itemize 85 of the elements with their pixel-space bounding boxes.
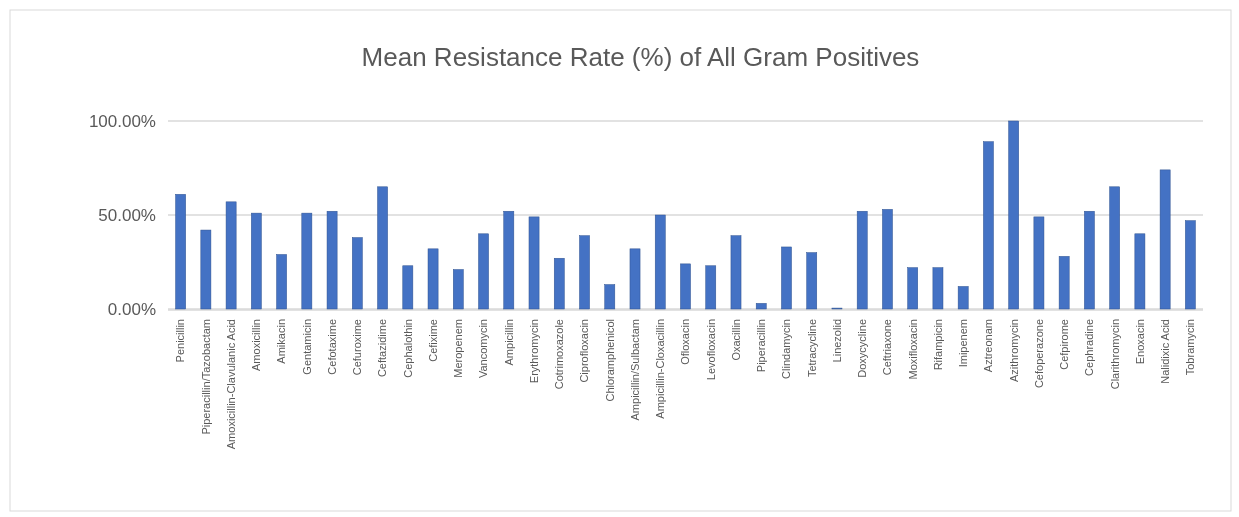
x-tick-label: Penicillin	[174, 319, 187, 363]
bar	[225, 201, 237, 310]
x-tick-label: Cefpirome	[1058, 319, 1071, 370]
x-tick-label: Tetracycline	[805, 319, 818, 378]
x-tick-label: Amoxicillin	[250, 319, 263, 371]
bar	[503, 210, 515, 310]
chart-title: Mean Resistance Rate (%) of All Gram Positives	[361, 42, 920, 72]
x-tick-label: Clarithromycin	[1108, 319, 1121, 390]
bar	[907, 267, 918, 310]
x-tick-label: Ceftriaxone	[881, 319, 894, 376]
x-tick-label: Amoxicillin-Clavulanic Acid	[224, 319, 237, 450]
bar	[402, 265, 414, 310]
bar	[957, 286, 969, 310]
bar	[882, 209, 893, 310]
bar	[478, 233, 489, 310]
x-tick-label: Gentamicin	[300, 319, 313, 375]
x-tick-label: Amikacin	[275, 319, 288, 364]
x-tick-label: Cefoperazone	[1032, 319, 1045, 389]
x-tick-label: Cefuroxime	[351, 319, 364, 376]
bar	[579, 235, 590, 310]
bar	[1033, 216, 1045, 310]
bar	[1084, 210, 1095, 310]
x-tick-label: Ofloxacin	[679, 319, 692, 365]
x-tick-label: Moxifloxacin	[906, 319, 919, 380]
x-tick-label: Aztreonam	[982, 319, 995, 373]
bar	[680, 263, 691, 310]
bar	[781, 246, 792, 310]
x-tick-label: Levofloxacin	[704, 319, 717, 381]
bar	[251, 212, 262, 310]
bar	[856, 210, 868, 310]
x-tick-label: Ampicillin/Sulbactam	[628, 319, 641, 421]
x-tick-label: Cephradine	[1083, 319, 1096, 376]
bar	[806, 252, 818, 310]
bar	[705, 265, 717, 310]
bar	[453, 269, 464, 310]
x-tick-label: Cephalothin	[401, 319, 414, 378]
x-tick-label: Cefotaxime	[325, 319, 338, 375]
x-tick-label: Ceftazidime	[376, 319, 389, 378]
bar	[932, 267, 944, 310]
x-tick-label: Doxycycline	[856, 319, 869, 378]
x-tick-label: Cotrimoxazole	[553, 319, 566, 390]
x-tick-label: Ampicillin	[502, 319, 515, 366]
bar	[604, 284, 616, 310]
bar	[730, 235, 742, 310]
bar	[528, 216, 540, 310]
bar	[200, 229, 212, 310]
x-tick-label: Azithromycin	[1007, 319, 1020, 382]
x-tick-label: Erythromycin	[527, 319, 540, 384]
bar	[1134, 233, 1146, 310]
bar	[301, 212, 313, 310]
bar	[1185, 220, 1196, 310]
bar	[175, 194, 186, 310]
bar	[1159, 169, 1171, 310]
x-tick-label: Clindamycin	[780, 319, 793, 379]
bar	[629, 248, 641, 310]
bar	[1109, 186, 1120, 310]
bar	[276, 254, 287, 310]
bar	[654, 214, 666, 310]
x-tick-label: Linezolid	[830, 319, 843, 363]
bar	[352, 237, 363, 310]
y-tick-label: 100.00%	[88, 111, 156, 131]
bar	[326, 210, 338, 310]
bar	[377, 186, 388, 310]
bar	[427, 248, 439, 310]
bar	[1058, 256, 1070, 310]
x-tick-label: Piperacillin/Tazobactam	[199, 319, 212, 435]
bar	[1008, 120, 1019, 310]
bar	[983, 141, 994, 310]
x-tick-label: Meropenem	[452, 319, 465, 378]
x-tick-label: Enoxacin	[1133, 319, 1146, 365]
x-tick-label: Tobramycin	[1184, 319, 1197, 376]
x-tick-label: Ciprofloxacin	[578, 319, 591, 383]
x-tick-label: Nalidixic Acid	[1158, 319, 1171, 384]
y-tick-label: 0.00%	[107, 299, 156, 319]
bar	[755, 303, 767, 310]
x-tick-label: Vancomycin	[477, 319, 490, 379]
x-tick-label: Oxacillin	[729, 319, 742, 361]
x-tick-label: Piperacillin	[755, 319, 768, 373]
x-tick-label: Cefixime	[426, 319, 439, 362]
x-tick-label: Ampicillin-Cloxacillin	[654, 319, 667, 419]
x-tick-label: Rifampicin	[931, 319, 944, 371]
bar	[553, 257, 565, 310]
x-tick-label: Chloramphenicol	[603, 319, 616, 402]
y-tick-label: 50.00%	[98, 205, 156, 225]
x-tick-label: Imipenem	[957, 319, 970, 368]
